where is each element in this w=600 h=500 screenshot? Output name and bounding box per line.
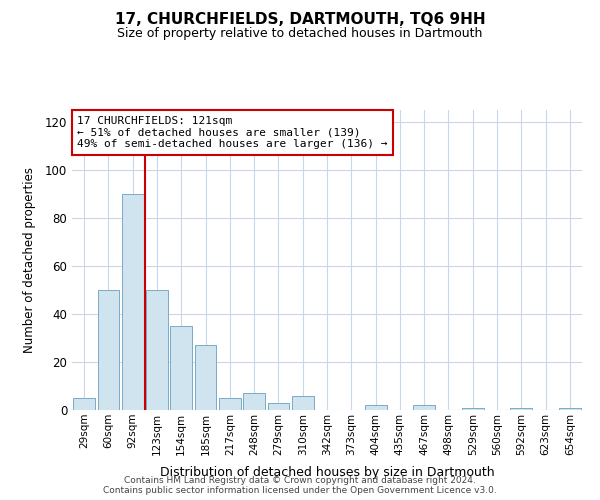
Bar <box>219 398 241 410</box>
Bar <box>170 326 192 410</box>
Text: 17, CHURCHFIELDS, DARTMOUTH, TQ6 9HH: 17, CHURCHFIELDS, DARTMOUTH, TQ6 9HH <box>115 12 485 28</box>
Bar <box>243 393 265 410</box>
Bar <box>73 398 95 410</box>
Bar <box>268 403 289 410</box>
Text: 17 CHURCHFIELDS: 121sqm
← 51% of detached houses are smaller (139)
49% of semi-d: 17 CHURCHFIELDS: 121sqm ← 51% of detache… <box>77 116 388 149</box>
Bar <box>365 405 386 410</box>
Bar <box>146 290 168 410</box>
Bar <box>559 408 581 410</box>
Y-axis label: Number of detached properties: Number of detached properties <box>23 167 37 353</box>
Bar <box>462 408 484 410</box>
Bar <box>413 405 435 410</box>
X-axis label: Distribution of detached houses by size in Dartmouth: Distribution of detached houses by size … <box>160 466 494 479</box>
Bar <box>122 194 143 410</box>
Bar <box>194 345 217 410</box>
Bar <box>511 408 532 410</box>
Text: Size of property relative to detached houses in Dartmouth: Size of property relative to detached ho… <box>118 28 482 40</box>
Bar <box>292 396 314 410</box>
Bar <box>97 290 119 410</box>
Text: Contains HM Land Registry data © Crown copyright and database right 2024.
Contai: Contains HM Land Registry data © Crown c… <box>103 476 497 495</box>
